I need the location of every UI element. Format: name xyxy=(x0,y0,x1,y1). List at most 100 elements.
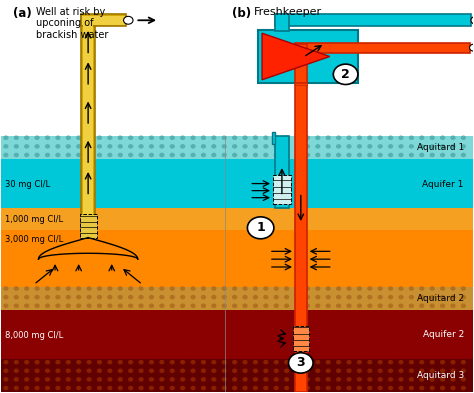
Circle shape xyxy=(264,361,268,364)
Circle shape xyxy=(389,361,392,364)
Circle shape xyxy=(285,296,289,299)
Circle shape xyxy=(254,153,257,156)
Bar xyxy=(273,132,275,143)
Circle shape xyxy=(254,386,257,389)
Circle shape xyxy=(129,153,133,156)
Circle shape xyxy=(222,386,226,389)
Circle shape xyxy=(150,361,154,364)
Bar xyxy=(81,15,126,26)
Circle shape xyxy=(139,296,143,299)
Circle shape xyxy=(399,296,403,299)
Circle shape xyxy=(243,136,247,140)
Circle shape xyxy=(150,153,154,156)
Circle shape xyxy=(191,287,195,290)
Bar xyxy=(0,208,474,230)
Circle shape xyxy=(35,296,39,299)
Circle shape xyxy=(316,361,319,364)
Circle shape xyxy=(108,369,112,372)
Circle shape xyxy=(410,136,413,140)
Circle shape xyxy=(347,369,351,372)
Circle shape xyxy=(357,153,361,156)
Circle shape xyxy=(87,153,91,156)
Circle shape xyxy=(326,361,330,364)
Circle shape xyxy=(212,136,216,140)
Circle shape xyxy=(150,287,154,290)
Circle shape xyxy=(222,287,226,290)
Bar xyxy=(275,15,289,31)
Circle shape xyxy=(201,153,205,156)
Circle shape xyxy=(326,145,330,148)
Circle shape xyxy=(181,287,184,290)
Circle shape xyxy=(368,361,372,364)
Circle shape xyxy=(56,136,60,140)
Circle shape xyxy=(108,153,112,156)
Circle shape xyxy=(87,378,91,381)
Circle shape xyxy=(139,136,143,140)
Bar xyxy=(295,81,307,85)
Circle shape xyxy=(108,287,112,290)
Circle shape xyxy=(118,136,122,140)
Circle shape xyxy=(316,145,319,148)
Circle shape xyxy=(4,361,8,364)
Bar xyxy=(0,310,474,359)
Circle shape xyxy=(441,153,445,156)
Circle shape xyxy=(233,378,237,381)
Circle shape xyxy=(378,378,382,381)
Circle shape xyxy=(98,287,101,290)
Circle shape xyxy=(35,136,39,140)
Text: 3: 3 xyxy=(297,356,305,369)
Circle shape xyxy=(399,361,403,364)
Circle shape xyxy=(399,378,403,381)
Circle shape xyxy=(368,369,372,372)
Circle shape xyxy=(108,361,112,364)
Circle shape xyxy=(306,296,310,299)
Circle shape xyxy=(420,386,424,389)
Circle shape xyxy=(274,378,278,381)
Circle shape xyxy=(264,369,268,372)
Circle shape xyxy=(181,136,184,140)
Circle shape xyxy=(46,145,49,148)
Circle shape xyxy=(118,296,122,299)
Circle shape xyxy=(306,153,310,156)
Circle shape xyxy=(181,304,184,307)
Circle shape xyxy=(295,145,299,148)
Circle shape xyxy=(285,136,289,140)
Circle shape xyxy=(77,296,81,299)
Circle shape xyxy=(77,136,81,140)
Circle shape xyxy=(462,369,465,372)
Circle shape xyxy=(35,378,39,381)
Circle shape xyxy=(77,304,81,307)
Bar xyxy=(293,326,309,351)
Circle shape xyxy=(274,304,278,307)
Circle shape xyxy=(357,287,361,290)
Circle shape xyxy=(316,153,319,156)
Circle shape xyxy=(201,296,205,299)
Text: Aquifer 2: Aquifer 2 xyxy=(423,330,464,339)
Circle shape xyxy=(430,287,434,290)
Circle shape xyxy=(264,153,268,156)
Circle shape xyxy=(420,304,424,307)
Circle shape xyxy=(295,296,299,299)
Circle shape xyxy=(462,287,465,290)
Circle shape xyxy=(233,136,237,140)
Circle shape xyxy=(378,304,382,307)
Circle shape xyxy=(212,287,216,290)
Circle shape xyxy=(441,304,445,307)
Circle shape xyxy=(56,153,60,156)
Circle shape xyxy=(233,369,237,372)
Circle shape xyxy=(14,386,18,389)
Circle shape xyxy=(14,145,18,148)
Circle shape xyxy=(243,145,247,148)
Text: Freshkeeper: Freshkeeper xyxy=(254,7,322,17)
Circle shape xyxy=(191,361,195,364)
Circle shape xyxy=(368,136,372,140)
Circle shape xyxy=(337,145,340,148)
Circle shape xyxy=(274,296,278,299)
Circle shape xyxy=(35,361,39,364)
Circle shape xyxy=(170,145,174,148)
Circle shape xyxy=(56,361,60,364)
Circle shape xyxy=(462,304,465,307)
Circle shape xyxy=(129,145,133,148)
Circle shape xyxy=(201,369,205,372)
Circle shape xyxy=(295,287,299,290)
